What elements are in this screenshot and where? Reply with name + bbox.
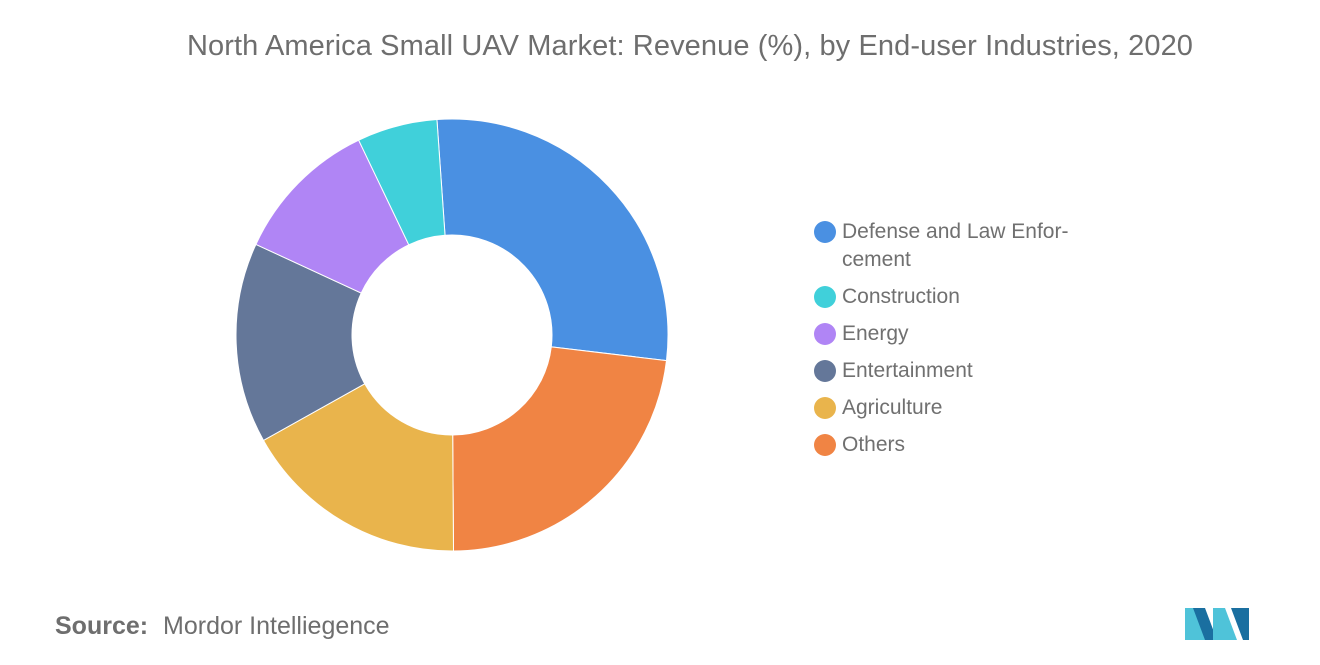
legend-label: Defense and Law Enfor-cement bbox=[842, 220, 1069, 271]
slice-others bbox=[452, 346, 668, 552]
legend-item: Agriculture bbox=[814, 394, 1104, 422]
legend-item: Energy bbox=[814, 320, 1104, 348]
legend-swatch bbox=[814, 323, 836, 345]
source-value: Mordor Intelliegence bbox=[163, 612, 390, 640]
legend-swatch bbox=[814, 434, 836, 456]
legend-label: Others bbox=[842, 433, 906, 456]
chart-title: North America Small UAV Market: Revenue … bbox=[186, 30, 1194, 62]
legend-label: Energy bbox=[842, 322, 909, 345]
slice-agriculture bbox=[262, 383, 455, 552]
legend-item: Construction bbox=[814, 283, 1104, 311]
mordor-intelligence-logo-icon bbox=[1185, 608, 1249, 640]
legend-swatch bbox=[814, 286, 836, 308]
source-label: Source: bbox=[55, 612, 149, 640]
legend-label: Entertainment bbox=[842, 359, 973, 382]
slice-entertainment bbox=[235, 243, 366, 442]
legend-item: Defense and Law Enfor-cement bbox=[814, 218, 1104, 274]
legend-item: Others bbox=[814, 431, 1104, 459]
slice-construction bbox=[358, 118, 446, 246]
legend-label: Construction bbox=[842, 285, 960, 308]
legend-swatch bbox=[814, 360, 836, 382]
legend-swatch bbox=[814, 221, 836, 243]
legend-swatch bbox=[814, 397, 836, 419]
legend-item: Entertainment bbox=[814, 357, 1104, 385]
chart-legend: Defense and Law Enfor-cement Construction… bbox=[814, 218, 1104, 468]
source-line: Source: Mordor Intelliegence bbox=[55, 612, 390, 641]
slice-defense-and-law-enforcement bbox=[436, 118, 669, 362]
legend-label: Agriculture bbox=[842, 396, 943, 419]
